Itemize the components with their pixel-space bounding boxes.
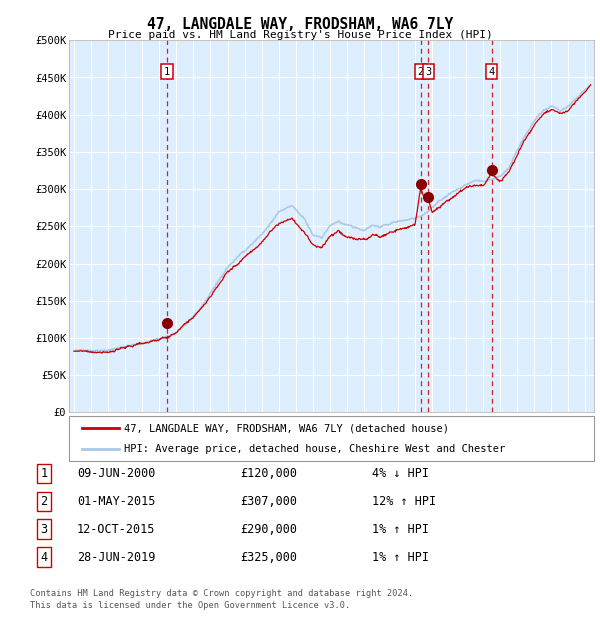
- Text: 28-JUN-2019: 28-JUN-2019: [77, 551, 155, 564]
- Text: 01-MAY-2015: 01-MAY-2015: [77, 495, 155, 508]
- Text: 09-JUN-2000: 09-JUN-2000: [77, 467, 155, 480]
- Text: 1% ↑ HPI: 1% ↑ HPI: [372, 523, 429, 536]
- Text: 47, LANGDALE WAY, FRODSHAM, WA6 7LY (detached house): 47, LANGDALE WAY, FRODSHAM, WA6 7LY (det…: [124, 423, 449, 433]
- Text: 4% ↓ HPI: 4% ↓ HPI: [372, 467, 429, 480]
- Text: 4: 4: [40, 551, 47, 564]
- Text: 2: 2: [418, 66, 424, 76]
- Text: Price paid vs. HM Land Registry's House Price Index (HPI): Price paid vs. HM Land Registry's House …: [107, 30, 493, 40]
- Text: 1: 1: [164, 66, 170, 76]
- Text: 47, LANGDALE WAY, FRODSHAM, WA6 7LY: 47, LANGDALE WAY, FRODSHAM, WA6 7LY: [147, 17, 453, 32]
- Text: 12% ↑ HPI: 12% ↑ HPI: [372, 495, 436, 508]
- Text: 12-OCT-2015: 12-OCT-2015: [77, 523, 155, 536]
- Text: £325,000: £325,000: [240, 551, 297, 564]
- Text: 4: 4: [488, 66, 494, 76]
- Text: Contains HM Land Registry data © Crown copyright and database right 2024.: Contains HM Land Registry data © Crown c…: [30, 590, 413, 598]
- Text: 3: 3: [40, 523, 47, 536]
- Text: 1% ↑ HPI: 1% ↑ HPI: [372, 551, 429, 564]
- Text: This data is licensed under the Open Government Licence v3.0.: This data is licensed under the Open Gov…: [30, 601, 350, 609]
- Text: 1: 1: [40, 467, 47, 480]
- Text: HPI: Average price, detached house, Cheshire West and Chester: HPI: Average price, detached house, Ches…: [124, 443, 505, 454]
- Text: £307,000: £307,000: [240, 495, 297, 508]
- Text: £290,000: £290,000: [240, 523, 297, 536]
- Text: 3: 3: [425, 66, 431, 76]
- Text: 2: 2: [40, 495, 47, 508]
- Text: £120,000: £120,000: [240, 467, 297, 480]
